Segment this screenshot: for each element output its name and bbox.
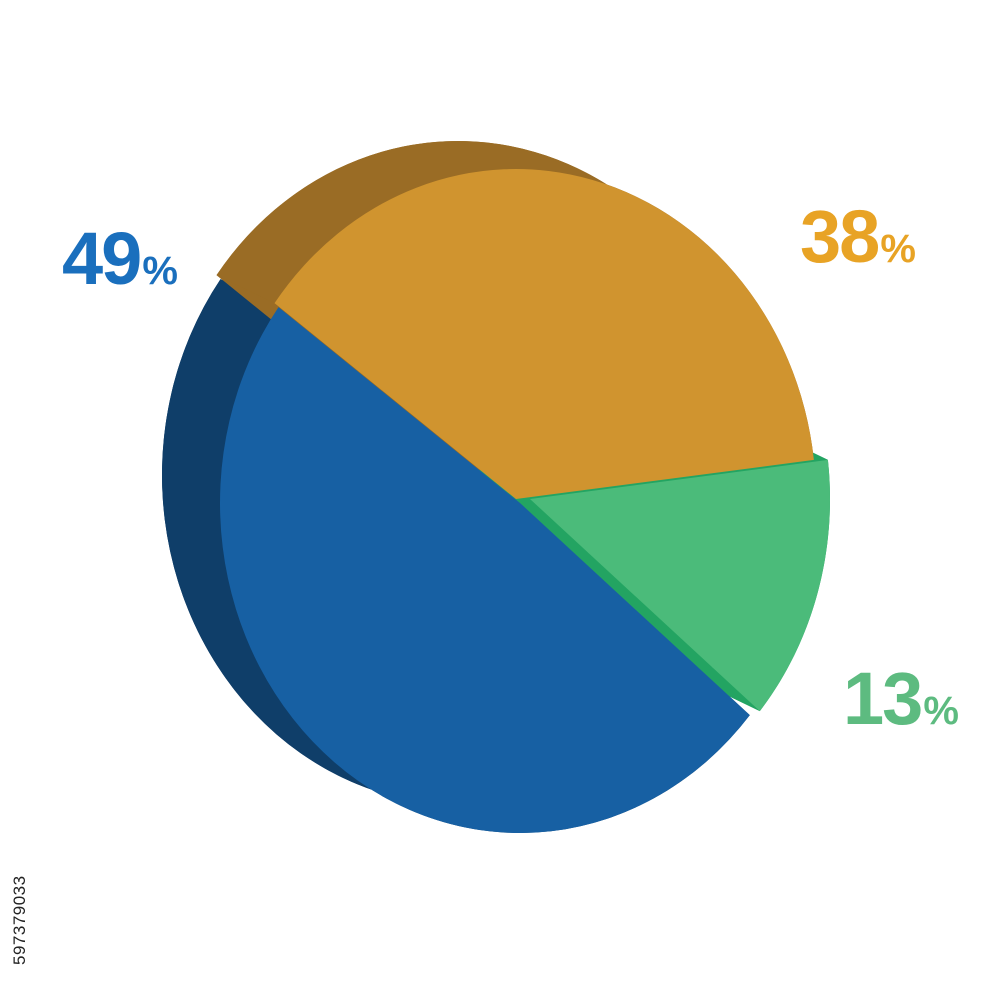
slice-label-blue: 49% [62, 222, 178, 296]
stock-image-id: 597379033 [10, 875, 29, 965]
pie-slice-rim [162, 279, 750, 833]
slice-label-value: 49 [62, 217, 142, 300]
slice-label-unit: % [142, 249, 178, 293]
slice-label-orange: 38% [800, 200, 916, 274]
slice-label-value: 13 [843, 657, 923, 740]
slice-label-unit: % [923, 689, 959, 733]
pie-slice [530, 459, 830, 712]
slice-label-unit: % [880, 227, 916, 271]
slice-label-value: 38 [800, 195, 880, 278]
slice-label-green: 13% [843, 662, 959, 736]
pie-slice [219, 307, 750, 834]
pie-slice [274, 169, 814, 499]
